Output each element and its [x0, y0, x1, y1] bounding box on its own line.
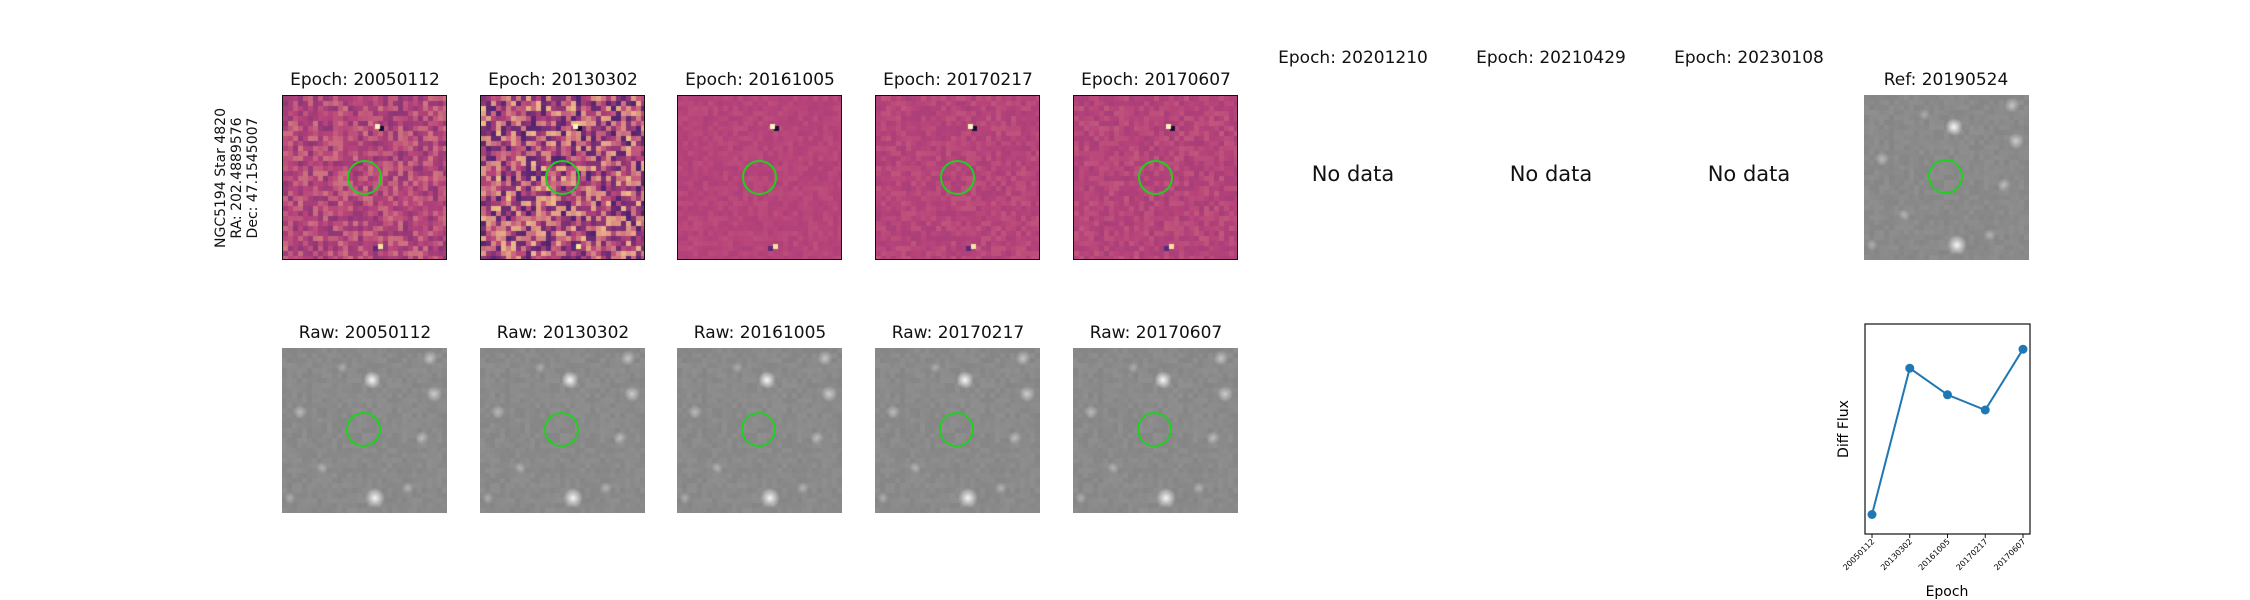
epoch-title-8: Epoch: 20230108: [1674, 48, 1824, 68]
aperture-circle: [1137, 412, 1172, 447]
epoch-title-7: Epoch: 20210429: [1476, 48, 1626, 68]
diff-image-3: [677, 95, 842, 260]
data-point-20170217: [1980, 405, 1990, 415]
x-axis-label: Epoch: [1926, 584, 1969, 600]
epoch-title-3: Epoch: 20161005: [685, 70, 835, 90]
aperture-circle: [741, 412, 776, 447]
raw-image-4: [875, 348, 1040, 513]
diff-image-5: [1073, 95, 1238, 260]
data-point-20050112: [1867, 510, 1877, 519]
raw-image-3: [677, 348, 842, 513]
target-ra: RA: 202.4889576: [229, 117, 245, 239]
aperture-circle: [544, 412, 579, 447]
diff-image-4: [875, 95, 1040, 260]
aperture-circle: [742, 160, 777, 195]
data-point-20170607: [2018, 344, 2028, 354]
diff-image-2: [480, 95, 645, 260]
diff-image-1: [282, 95, 447, 260]
raw-image-1: [282, 348, 447, 513]
data-point-20130302: [1905, 363, 1915, 373]
epoch-title-6: Epoch: 20201210: [1278, 48, 1428, 68]
diff-flux-series-line: [1871, 348, 2024, 515]
raw-title-3: Raw: 20161005: [693, 323, 827, 343]
y-axis-label: Diff Flux: [1836, 400, 1852, 458]
aperture-circle: [940, 160, 975, 195]
aperture-circle: [1138, 160, 1173, 195]
raw-title-5: Raw: 20170607: [1089, 323, 1223, 343]
x-tick-label: 20050112: [1841, 537, 1876, 572]
aperture-circle: [545, 160, 580, 195]
x-tick-label: 20170607: [1992, 537, 2027, 572]
light-curve-chart: 20050112 20130302 20161005 20170217 20170607…: [1836, 323, 2031, 600]
aperture-circle: [939, 412, 974, 447]
epoch-title-2: Epoch: 20130302: [488, 70, 638, 90]
aperture-circle: [347, 160, 382, 195]
raw-title-2: Raw: 20130302: [496, 323, 630, 343]
no-data-label-1: No data: [1311, 162, 1395, 186]
raw-image-2: [480, 348, 645, 513]
aperture-circle: [1928, 159, 1963, 194]
target-label: NGC5194 Star 4820 RA: 202.4889576 Dec: 4…: [213, 108, 261, 248]
raw-image-5: [1073, 348, 1238, 513]
aperture-circle: [346, 412, 381, 447]
no-data-label-2: No data: [1509, 162, 1593, 186]
epoch-title-1: Epoch: 20050112: [290, 70, 440, 90]
raw-title-1: Raw: 20050112: [298, 323, 432, 343]
epoch-title-5: Epoch: 20170607: [1081, 70, 1231, 90]
target-name: NGC5194 Star 4820: [213, 108, 229, 248]
x-tick-label: 20170217: [1955, 537, 1990, 572]
x-tick-label: 20130302: [1879, 537, 1914, 572]
no-data-label-3: No data: [1707, 162, 1791, 186]
reference-image: [1864, 95, 2029, 260]
plot-frame: [1864, 323, 2031, 535]
x-tick-label: 20161005: [1917, 537, 1952, 572]
target-dec: Dec: 47.1545007: [245, 117, 261, 239]
raw-title-4: Raw: 20170217: [891, 323, 1025, 343]
epoch-title-4: Epoch: 20170217: [883, 70, 1033, 90]
data-point-20161005: [1943, 390, 1952, 400]
ref-title: Ref: 20190524: [1883, 70, 2009, 90]
